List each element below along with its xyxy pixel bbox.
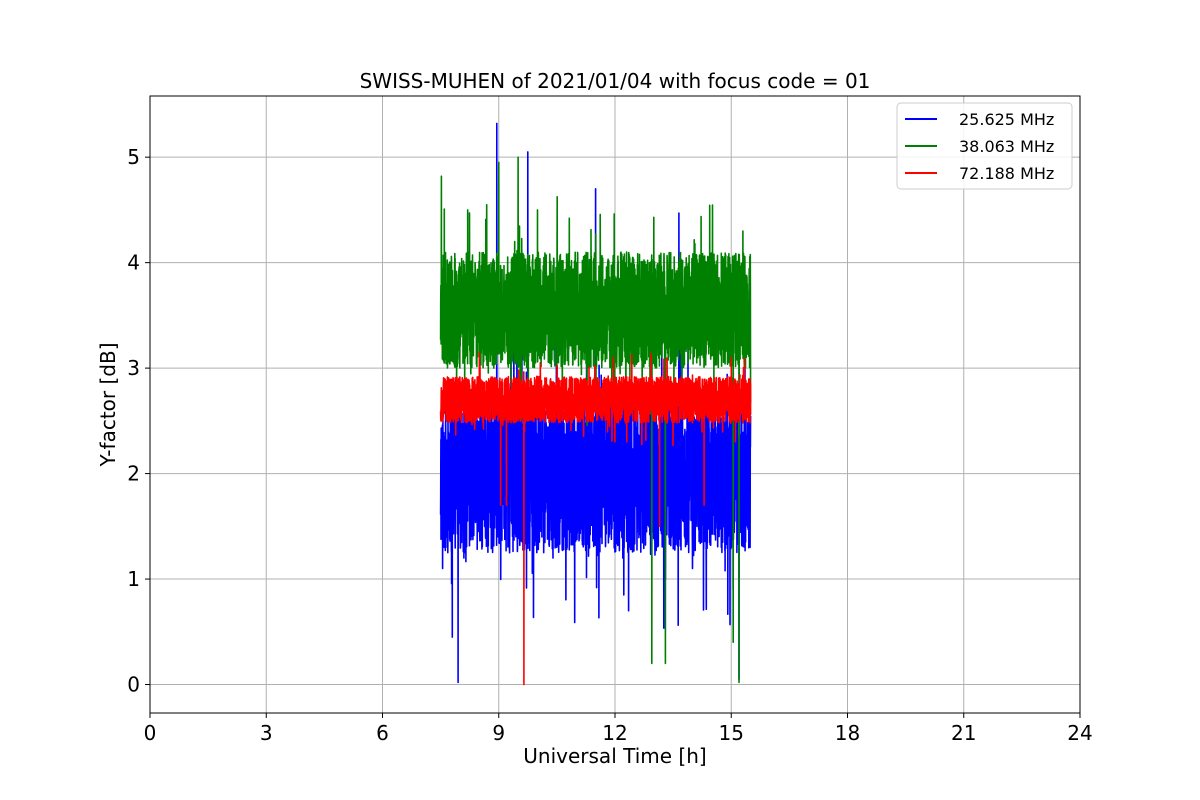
x-tick-label: 12 xyxy=(602,721,627,745)
legend-label: 25.625 MHz xyxy=(959,110,1054,129)
y-tick-label: 1 xyxy=(127,567,140,591)
x-tick-label: 0 xyxy=(144,721,157,745)
y-axis-title: Y-factor [dB] xyxy=(96,342,120,467)
legend-box xyxy=(896,102,1073,190)
series-line-2 xyxy=(439,156,752,684)
x-tick-label: 6 xyxy=(376,721,389,745)
y-tick-label: 5 xyxy=(127,145,140,169)
x-tick-label: 18 xyxy=(835,721,860,745)
y-tick-label: 3 xyxy=(127,356,140,380)
legend: 25.625 MHz 38.063 MHz 72.188 MHz xyxy=(896,102,1073,190)
legend-label: 72.188 MHz xyxy=(959,164,1054,183)
y-tick-label: 0 xyxy=(127,673,140,697)
x-tick-label: 3 xyxy=(260,721,273,745)
chart-title: SWISS-MUHEN of 2021/01/04 with focus cod… xyxy=(360,69,871,93)
series-layer xyxy=(439,122,752,686)
x-tick-label: 21 xyxy=(951,721,976,745)
x-tick-label: 9 xyxy=(492,721,505,745)
x-tick-label: 24 xyxy=(1067,721,1092,745)
y-tick-label: 4 xyxy=(127,251,140,275)
series-line-3 xyxy=(439,351,752,686)
x-axis-title: Universal Time [h] xyxy=(523,744,706,768)
legend-label: 38.063 MHz xyxy=(959,137,1054,156)
y-tick-label: 2 xyxy=(127,462,140,486)
x-tick-label: 15 xyxy=(719,721,744,745)
